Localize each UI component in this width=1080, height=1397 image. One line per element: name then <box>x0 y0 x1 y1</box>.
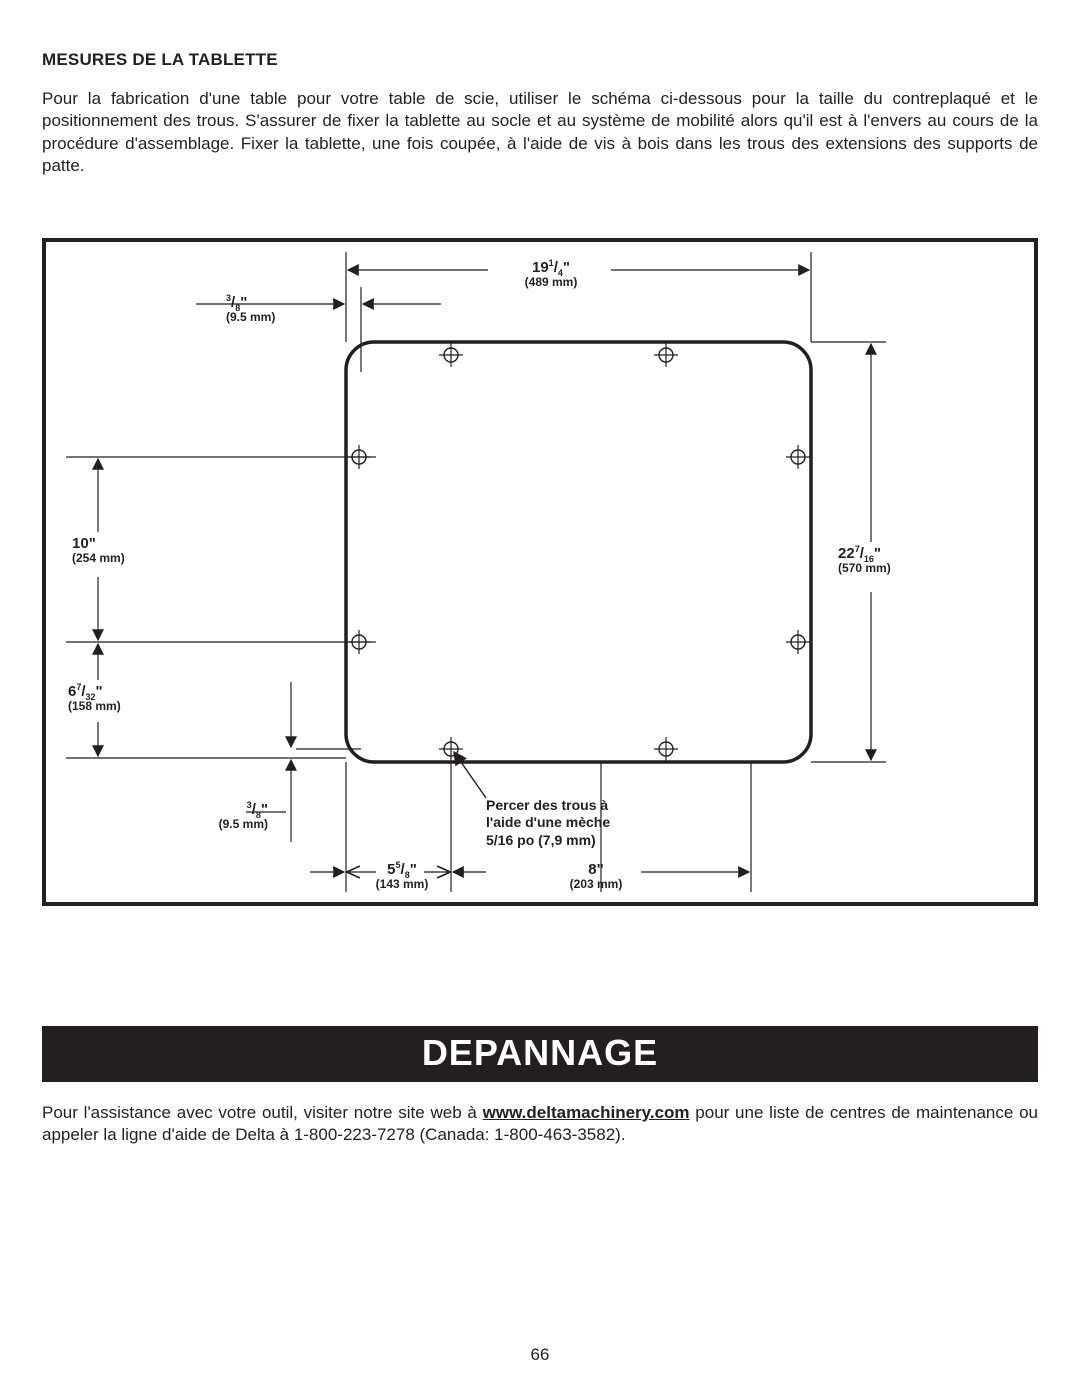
dim-right-height: 227/16" (570 mm) <box>838 546 928 576</box>
page-number: 66 <box>0 1345 1080 1365</box>
dim-top-width: 191/4" (489 mm) <box>496 260 606 290</box>
website-link[interactable]: www.deltamachinery.com <box>483 1103 690 1122</box>
shelf-dimension-diagram: 191/4" (489 mm) 3/8" (9.5 mm) 10" (254 m… <box>42 238 1038 906</box>
section-title-mesures: MESURES DE LA TABLETTE <box>42 50 1038 70</box>
page: MESURES DE LA TABLETTE Pour la fabricati… <box>0 0 1080 1397</box>
dim-bottom-edge: 3/8" (9.5 mm) <box>198 802 268 832</box>
banner-depannage: DEPANNAGE <box>42 1026 1038 1082</box>
depannage-paragraph: Pour l'assistance avec votre outil, visi… <box>42 1102 1038 1147</box>
drill-note: Percer des trous à l'aide d'une mèche 5/… <box>486 797 610 850</box>
intro-paragraph: Pour la fabrication d'une table pour vot… <box>42 88 1038 178</box>
dim-bottom-left: 55/8" (143 mm) <box>362 862 442 892</box>
dim-left-gap: 67/32" (158 mm) <box>68 684 148 714</box>
dim-top-edge: 3/8" (9.5 mm) <box>226 295 296 325</box>
dim-bottom-right: 8" (203 mm) <box>556 862 636 892</box>
dim-left-height: 10" (254 mm) <box>72 536 142 566</box>
